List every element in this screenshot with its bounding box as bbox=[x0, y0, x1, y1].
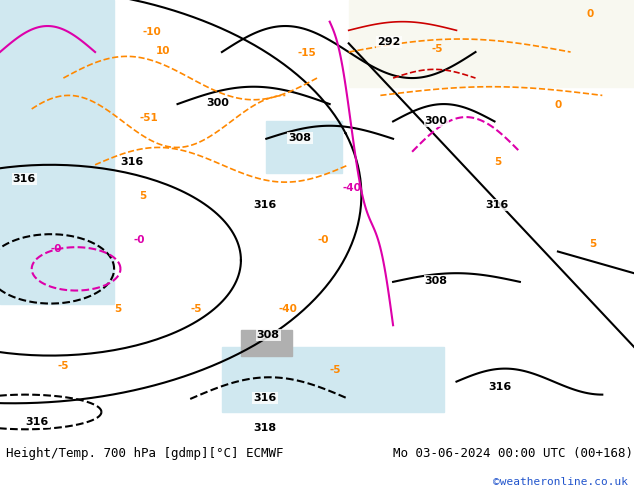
Text: 308: 308 bbox=[425, 276, 448, 286]
Text: 5: 5 bbox=[590, 239, 597, 249]
Text: -5: -5 bbox=[57, 361, 68, 370]
Text: -51: -51 bbox=[139, 113, 158, 123]
Text: 316: 316 bbox=[488, 382, 512, 392]
Text: 316: 316 bbox=[254, 393, 277, 403]
Text: 0: 0 bbox=[555, 100, 562, 110]
FancyBboxPatch shape bbox=[241, 330, 292, 356]
Text: -15: -15 bbox=[298, 49, 317, 58]
Text: -5: -5 bbox=[190, 304, 202, 314]
Text: ©weatheronline.co.uk: ©weatheronline.co.uk bbox=[493, 477, 628, 487]
Text: 0: 0 bbox=[586, 9, 593, 19]
Text: 300: 300 bbox=[206, 98, 229, 108]
FancyBboxPatch shape bbox=[349, 0, 634, 87]
Text: 308: 308 bbox=[257, 330, 280, 340]
Text: Height/Temp. 700 hPa [gdmp][°C] ECMWF: Height/Temp. 700 hPa [gdmp][°C] ECMWF bbox=[6, 447, 284, 460]
Text: -40: -40 bbox=[279, 304, 298, 314]
Text: 318: 318 bbox=[254, 423, 276, 434]
FancyBboxPatch shape bbox=[222, 347, 444, 412]
Text: Mo 03-06-2024 00:00 UTC (00+168): Mo 03-06-2024 00:00 UTC (00+168) bbox=[393, 447, 633, 460]
Text: 5: 5 bbox=[495, 157, 501, 167]
Text: 10: 10 bbox=[155, 46, 170, 56]
Text: -0: -0 bbox=[133, 235, 145, 245]
Text: 300: 300 bbox=[425, 116, 448, 125]
FancyBboxPatch shape bbox=[266, 122, 342, 173]
Text: 5: 5 bbox=[139, 192, 146, 201]
Text: 316: 316 bbox=[485, 200, 508, 210]
Text: 5: 5 bbox=[114, 304, 121, 314]
Text: -5: -5 bbox=[431, 44, 443, 54]
Text: -10: -10 bbox=[143, 26, 162, 37]
Text: 316: 316 bbox=[120, 157, 144, 167]
Text: -5: -5 bbox=[330, 365, 341, 375]
Text: 316: 316 bbox=[254, 200, 277, 210]
Text: 308: 308 bbox=[288, 133, 311, 143]
FancyBboxPatch shape bbox=[0, 0, 114, 304]
Text: -40: -40 bbox=[342, 183, 361, 193]
Text: 316: 316 bbox=[25, 417, 49, 427]
Text: 316: 316 bbox=[13, 174, 36, 184]
Text: -0: -0 bbox=[317, 235, 328, 245]
Text: -0: -0 bbox=[51, 244, 62, 253]
Text: 292: 292 bbox=[377, 37, 401, 47]
